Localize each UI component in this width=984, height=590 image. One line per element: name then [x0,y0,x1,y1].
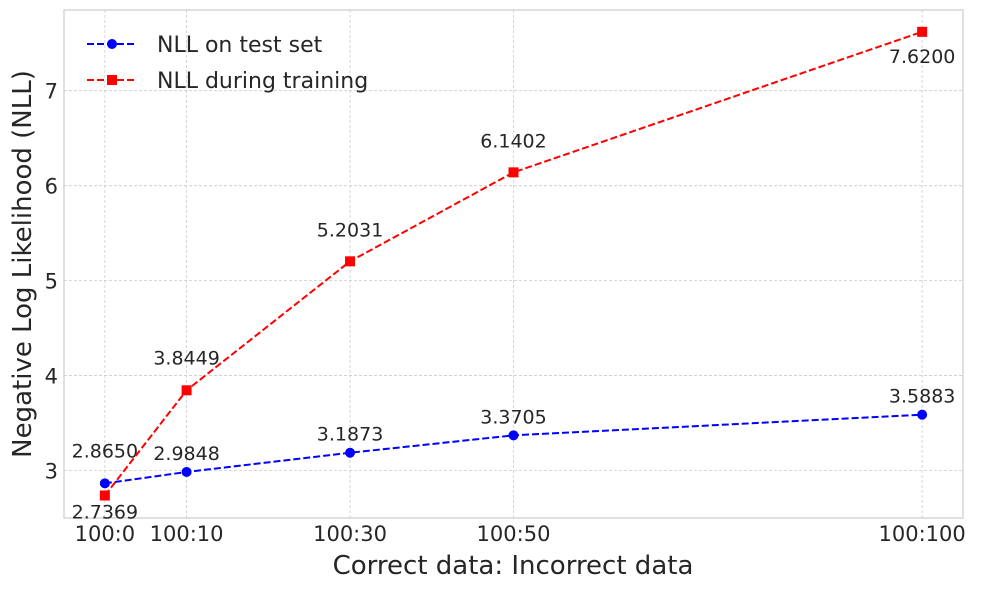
legend-item: NLL during training [87,69,368,94]
legend-marker [107,39,117,49]
x-tick-label: 100:30 [313,522,387,546]
y-tick-label: 7 [45,80,58,104]
x-tick-label: 100:10 [150,522,224,546]
data-label: 2.8650 [72,440,138,462]
x-axis-title: Correct data: Incorrect data [333,551,694,581]
data-label: 3.8449 [153,347,219,369]
y-tick-labels: 3 4 5 6 7 [45,80,58,484]
y-axis-title: Negative Log Likelihood (NLL) [8,70,38,458]
legend-marker [107,75,117,85]
data-point [508,430,519,441]
data-label: 7.6200 [889,46,955,68]
x-tick-label: 100:0 [75,522,136,546]
legend: NLL on test set NLL during training [87,33,368,94]
data-point [99,490,110,501]
x-tick-label: 100:100 [879,522,966,546]
data-point [99,478,110,489]
x-tick-labels: 100:0 100:10 100:30 100:50 100:100 [75,522,966,546]
data-point [917,409,928,420]
data-point [181,385,192,396]
data-point [181,466,192,477]
y-tick-label: 3 [45,460,58,484]
x-tick-label: 100:50 [477,522,551,546]
series-test-set: 2.8650 2.9848 3.1873 3.3705 3.5883 [72,386,955,489]
data-point [917,26,928,37]
legend-label: NLL during training [157,69,368,94]
legend-label: NLL on test set [157,33,323,58]
y-tick-label: 6 [45,175,58,199]
data-label: 5.2031 [317,219,383,241]
data-label: 3.5883 [889,386,955,408]
data-label: 6.1402 [480,130,546,152]
data-point [345,256,356,267]
y-tick-label: 4 [45,365,58,389]
series-layer: 2.8650 2.9848 3.1873 3.3705 3.5883 2.7369 3.84… [72,26,955,524]
data-point [345,447,356,458]
data-label: 2.9848 [153,443,219,465]
legend-item: NLL on test set [87,33,323,58]
series-line [104,413,923,485]
data-label: 2.7369 [72,502,138,524]
y-tick-label: 5 [45,270,58,294]
data-label: 3.1873 [317,424,383,446]
data-point [508,167,519,178]
series-training: 2.7369 3.8449 5.2031 6.1402 7.6200 [72,26,955,524]
data-label: 3.3705 [480,406,546,428]
